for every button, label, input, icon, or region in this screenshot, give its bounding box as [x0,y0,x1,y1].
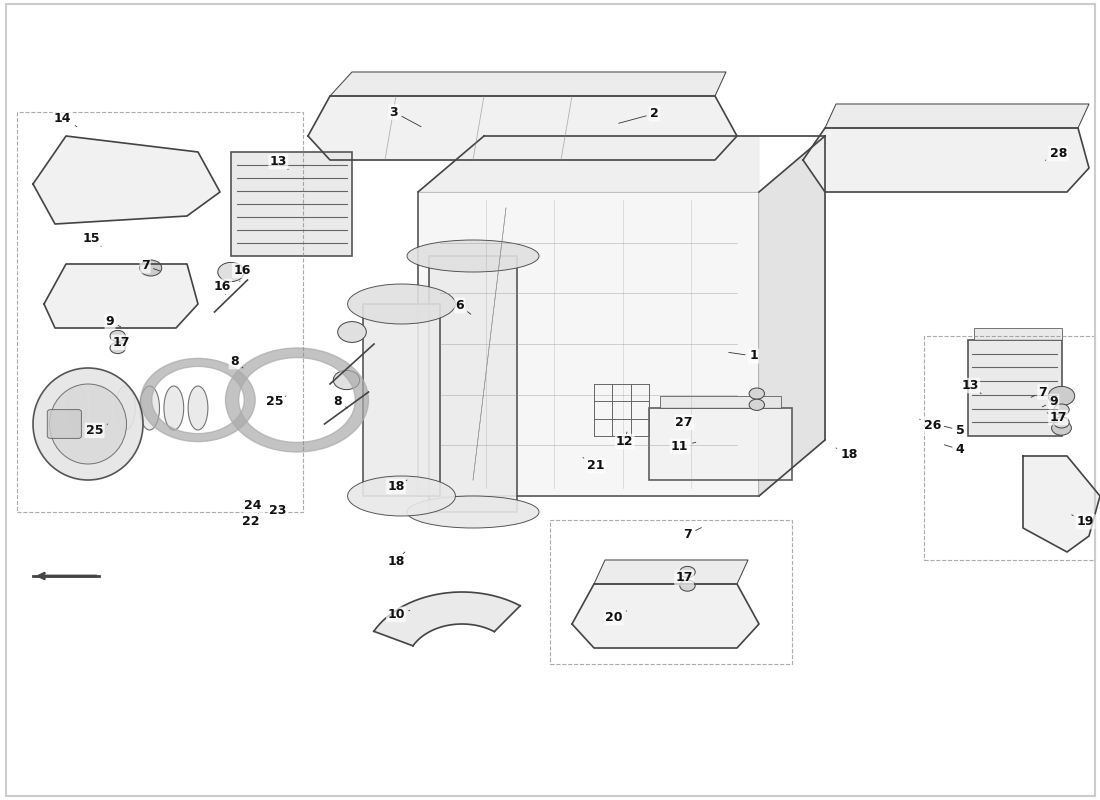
Bar [924,336,1094,560]
Polygon shape [825,104,1089,128]
Text: 4: 4 [944,443,965,456]
Polygon shape [1023,456,1100,552]
Text: 3: 3 [389,106,421,126]
Polygon shape [594,560,748,584]
Ellipse shape [91,386,111,430]
Text: 23: 23 [268,504,286,517]
Text: 22: 22 [242,514,260,528]
Text: 2: 2 [618,107,659,123]
Circle shape [749,399,764,410]
Text: 8: 8 [230,355,243,368]
Polygon shape [308,96,737,160]
Text: 14: 14 [54,112,77,126]
Polygon shape [803,128,1089,192]
Text: 11: 11 [671,440,696,453]
Polygon shape [759,136,825,496]
Circle shape [333,370,360,390]
Polygon shape [33,136,220,224]
Circle shape [680,566,695,578]
Bar [660,396,781,408]
Text: 21: 21 [583,458,605,472]
Text: 10: 10 [387,608,410,621]
Text: 27: 27 [675,416,693,429]
Text: 16: 16 [233,264,251,282]
Ellipse shape [164,386,184,430]
Circle shape [218,262,244,282]
Circle shape [1052,421,1071,435]
Text: 18: 18 [387,480,407,493]
Text: 6: 6 [455,299,471,314]
Ellipse shape [33,368,143,480]
Polygon shape [330,72,726,96]
Text: 13: 13 [270,155,288,170]
Text: 28: 28 [1045,147,1067,160]
Circle shape [1054,417,1069,428]
Ellipse shape [50,384,127,464]
Text: 12: 12 [616,432,634,448]
Text: 8: 8 [333,395,348,408]
Circle shape [680,580,695,591]
Ellipse shape [188,386,208,430]
Text: 1: 1 [729,350,758,362]
Ellipse shape [407,240,539,272]
Text: 5: 5 [944,424,965,437]
Text: 17: 17 [1047,411,1067,424]
Ellipse shape [67,386,87,430]
Text: 26: 26 [920,419,942,432]
Text: 24: 24 [244,499,262,512]
FancyBboxPatch shape [418,192,759,496]
Ellipse shape [140,386,159,430]
Text: 18: 18 [836,448,858,461]
Circle shape [338,322,366,342]
Text: 17: 17 [112,336,130,349]
Polygon shape [572,584,759,648]
Text: 25: 25 [266,395,286,408]
Circle shape [140,260,162,276]
Text: 17: 17 [675,571,693,584]
Bar [649,408,792,480]
Text: 13: 13 [961,379,981,394]
Bar [231,152,352,256]
Bar [550,520,792,664]
Text: 20: 20 [605,611,627,624]
Text: 7: 7 [141,259,161,272]
Circle shape [110,330,125,342]
Text: 7: 7 [683,528,702,541]
Polygon shape [374,592,520,646]
FancyBboxPatch shape [47,410,81,438]
Text: 18: 18 [387,552,405,568]
Text: 15: 15 [82,232,101,246]
Polygon shape [418,136,825,192]
Bar [968,340,1062,436]
Circle shape [1054,404,1069,415]
Ellipse shape [407,496,539,528]
Text: 19: 19 [1071,515,1094,528]
Circle shape [1048,386,1075,406]
Text: 16: 16 [213,280,231,294]
Text: 7: 7 [1031,386,1047,398]
Ellipse shape [348,284,455,324]
Bar [974,328,1062,340]
Bar [429,256,517,512]
Circle shape [110,342,125,354]
Polygon shape [44,264,198,328]
Text: 25: 25 [86,424,108,437]
Bar [16,112,302,512]
Ellipse shape [348,476,455,516]
Bar [363,304,440,496]
Text: 9: 9 [106,315,121,328]
Ellipse shape [116,386,135,430]
Circle shape [749,388,764,399]
Text: 9: 9 [1042,395,1058,408]
